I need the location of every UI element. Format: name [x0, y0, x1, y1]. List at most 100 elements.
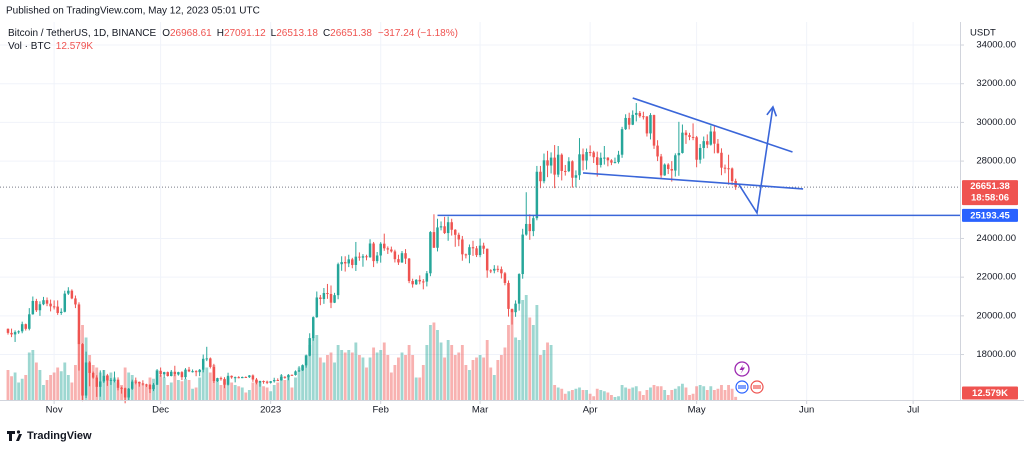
volume-badge-label: 12.579K: [972, 388, 1008, 399]
candle-body: [336, 264, 340, 296]
candle-body: [308, 338, 311, 356]
volume-bar: [201, 370, 205, 400]
last-price-badge: [962, 180, 1018, 206]
publish-header: Published on TradingView.com, May 12, 20…: [6, 6, 260, 17]
volume-bar: [475, 357, 478, 400]
volume-bar: [159, 375, 163, 400]
volume-bar: [677, 386, 681, 400]
volume-bar: [247, 390, 251, 400]
candle-body: [627, 117, 631, 125]
candle-body: [535, 171, 539, 219]
candle-body: [730, 168, 734, 182]
candle-body: [127, 388, 130, 398]
volume-bar: [705, 390, 709, 400]
drawing-layer: [0, 97, 960, 217]
volume-bar: [329, 352, 333, 400]
candle-body: [464, 254, 468, 256]
volume-bar: [333, 362, 336, 400]
candle-body: [709, 131, 713, 145]
candle-body: [187, 369, 191, 372]
candle-body: [407, 258, 411, 282]
candle-body: [652, 115, 656, 146]
candle-body: [517, 274, 521, 304]
candle-body: [666, 164, 670, 170]
candle-body: [81, 344, 84, 396]
candle-body: [691, 136, 695, 138]
y-tick-label: 24000.00: [976, 233, 1016, 244]
volume-bar: [283, 380, 287, 400]
volume-bar: [102, 370, 106, 400]
candle-body: [521, 234, 524, 275]
candle-body: [45, 300, 49, 304]
candle-body: [116, 379, 120, 388]
volume-bar: [194, 387, 198, 400]
volume-bar: [393, 365, 397, 400]
candle-body: [67, 290, 70, 294]
candle-body: [698, 147, 702, 160]
candle-body: [312, 317, 315, 339]
volume-bar: [464, 365, 468, 400]
volume-bar: [659, 386, 663, 400]
volume-bar: [237, 386, 241, 400]
volume-bar: [411, 355, 415, 400]
volume-bar: [521, 300, 525, 400]
volume-bar: [109, 372, 113, 400]
level-badge: [962, 208, 1018, 222]
volume-bar: [215, 380, 219, 400]
volume-bar: [482, 357, 486, 400]
volume-bar: [574, 388, 578, 400]
candle-body: [688, 135, 691, 137]
volume-bar: [450, 345, 454, 400]
volume-bar: [286, 376, 290, 400]
volume-bar: [343, 352, 347, 400]
candle-body: [95, 377, 98, 387]
candle-body: [556, 154, 560, 175]
volume-bar: [510, 310, 514, 400]
legend-volume: Vol · BTC 12.579K: [8, 41, 93, 52]
candle-body: [88, 362, 91, 373]
volume-bar: [453, 355, 457, 400]
candle-body: [581, 154, 585, 161]
volume-bar: [162, 377, 166, 400]
candle-body: [301, 365, 304, 371]
candle-body: [237, 377, 240, 379]
volume-bar: [702, 386, 706, 400]
flag-icon-stripe: [738, 385, 746, 389]
volume-bar: [492, 375, 496, 400]
volume-bar: [531, 325, 535, 400]
candle-body: [638, 112, 642, 117]
volume-bar: [688, 395, 691, 400]
volume-bar: [421, 365, 425, 400]
event-icons: [734, 361, 764, 394]
volume-bar: [428, 325, 432, 400]
candle-body: [471, 247, 475, 249]
y-tick-label: 30000.00: [976, 117, 1016, 128]
volume-bar: [478, 355, 482, 400]
volume-bar: [59, 371, 63, 400]
trend-line: [738, 106, 774, 216]
candle-body: [485, 248, 489, 271]
y-tick-label: 20000.00: [976, 310, 1016, 321]
volume-value: 12.579K: [56, 41, 94, 52]
volume-bar: [269, 391, 273, 400]
volume-bar: [436, 330, 439, 400]
candle-body: [272, 380, 276, 382]
candle-body: [429, 232, 432, 274]
volume-bar: [542, 350, 546, 400]
candle-body: [191, 371, 194, 373]
volume-bar: [439, 342, 443, 400]
volume-bar: [123, 367, 127, 400]
candle-body: [173, 371, 177, 375]
candle-body: [120, 387, 123, 389]
candle-body: [723, 167, 727, 169]
candle-body: [351, 259, 354, 265]
y-tick-label: 34000.00: [976, 40, 1016, 51]
candle-body: [283, 376, 287, 378]
x-tick-label: Jul: [907, 405, 919, 416]
volume-bar: [176, 380, 180, 400]
y-tick-label: 18000.00: [976, 349, 1016, 360]
volume-bar: [418, 377, 422, 400]
candle-body: [702, 141, 705, 148]
candle-body: [493, 268, 496, 271]
candle-body: [624, 117, 627, 130]
